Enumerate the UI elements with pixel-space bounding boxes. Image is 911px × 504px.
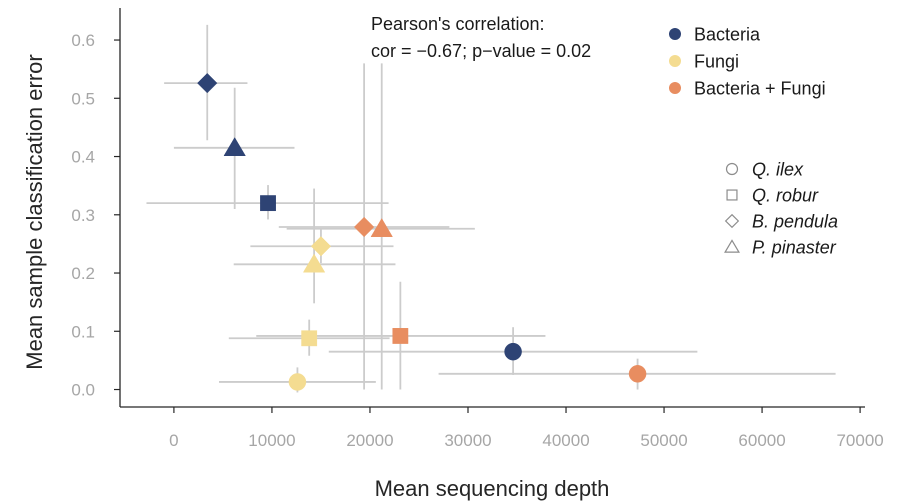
legend-label-p-pinaster: P. pinaster [752, 238, 837, 258]
legend-label-bacteria: Bacteria [694, 25, 761, 45]
legend-label-bacteria-fungi: Bacteria + Fungi [694, 79, 826, 99]
point-fungi-p-pinaster [302, 253, 326, 273]
legend-label-q-robur: Q. robur [752, 186, 819, 206]
point-bacteria-fungi-q-ilex [628, 365, 647, 383]
correlation-annotation: Pearson's correlation: cor = −0.67; p−va… [371, 14, 591, 61]
annotation-line-1: Pearson's correlation: [371, 14, 545, 34]
legend-label-q-ilex: Q. ilex [752, 160, 804, 180]
point-bacteria-fungi-b-pendula [353, 216, 375, 238]
y-tick-label: 0.5 [71, 89, 95, 108]
legend-shape-p-pinaster [724, 239, 740, 253]
x-axis-title: Mean sequencing depth [375, 476, 610, 501]
x-tick-label: 50000 [640, 431, 687, 450]
legend-shape-q-robur [726, 189, 738, 201]
point-bacteria-q-robur [260, 195, 276, 212]
y-tick-label: 0.0 [71, 381, 95, 400]
data-markers [197, 73, 647, 391]
point-bacteria-b-pendula [197, 73, 218, 94]
color-legend: Bacteria Fungi Bacteria + Fungi [669, 25, 826, 99]
shape-legend: Q. ilex Q. robur B. pendula P. pinaster [724, 160, 838, 258]
x-tick-label: 40000 [542, 431, 589, 450]
point-bacteria-fungi-p-pinaster [370, 218, 393, 237]
legend-swatch-bacteria [669, 28, 681, 40]
legend-swatch-bacteria-fungi [669, 82, 681, 94]
point-bacteria-p-pinaster [223, 137, 246, 157]
x-tick-label: 60000 [738, 431, 785, 450]
legend-shape-q-ilex [725, 162, 739, 176]
y-tick-label: 0.4 [71, 148, 95, 167]
x-tick-label: 10000 [248, 431, 295, 450]
point-fungi-b-pendula [310, 236, 332, 257]
point-fungi-q-ilex [288, 373, 307, 391]
legend-swatch-fungi [669, 55, 681, 67]
y-axis-title: Mean sample classification error [22, 54, 47, 369]
y-tick-label: 0.6 [71, 31, 95, 50]
legend-label-fungi: Fungi [694, 52, 739, 72]
y-tick-label: 0.3 [71, 206, 95, 225]
x-tick-label: 30000 [444, 431, 491, 450]
y-tick-label: 0.2 [71, 264, 95, 283]
legend-shape-b-pendula [724, 213, 740, 229]
legend-label-b-pendula: B. pendula [752, 212, 838, 232]
point-fungi-q-robur [301, 330, 318, 347]
x-tick-label: 0 [169, 431, 178, 450]
x-tick-label: 20000 [346, 431, 393, 450]
x-tick-label: 70000 [836, 431, 883, 450]
x-axis-ticks: 0 10000 20000 30000 40000 50000 60000 70000 [169, 407, 884, 450]
point-bacteria-q-ilex [504, 342, 522, 361]
annotation-line-2: cor = −0.67; p−value = 0.02 [371, 41, 591, 61]
point-bacteria-fungi-q-robur [392, 328, 409, 344]
y-tick-label: 0.1 [71, 322, 95, 341]
y-axis-ticks: 0.0 0.1 0.2 0.3 0.4 0.5 0.6 [71, 31, 120, 400]
